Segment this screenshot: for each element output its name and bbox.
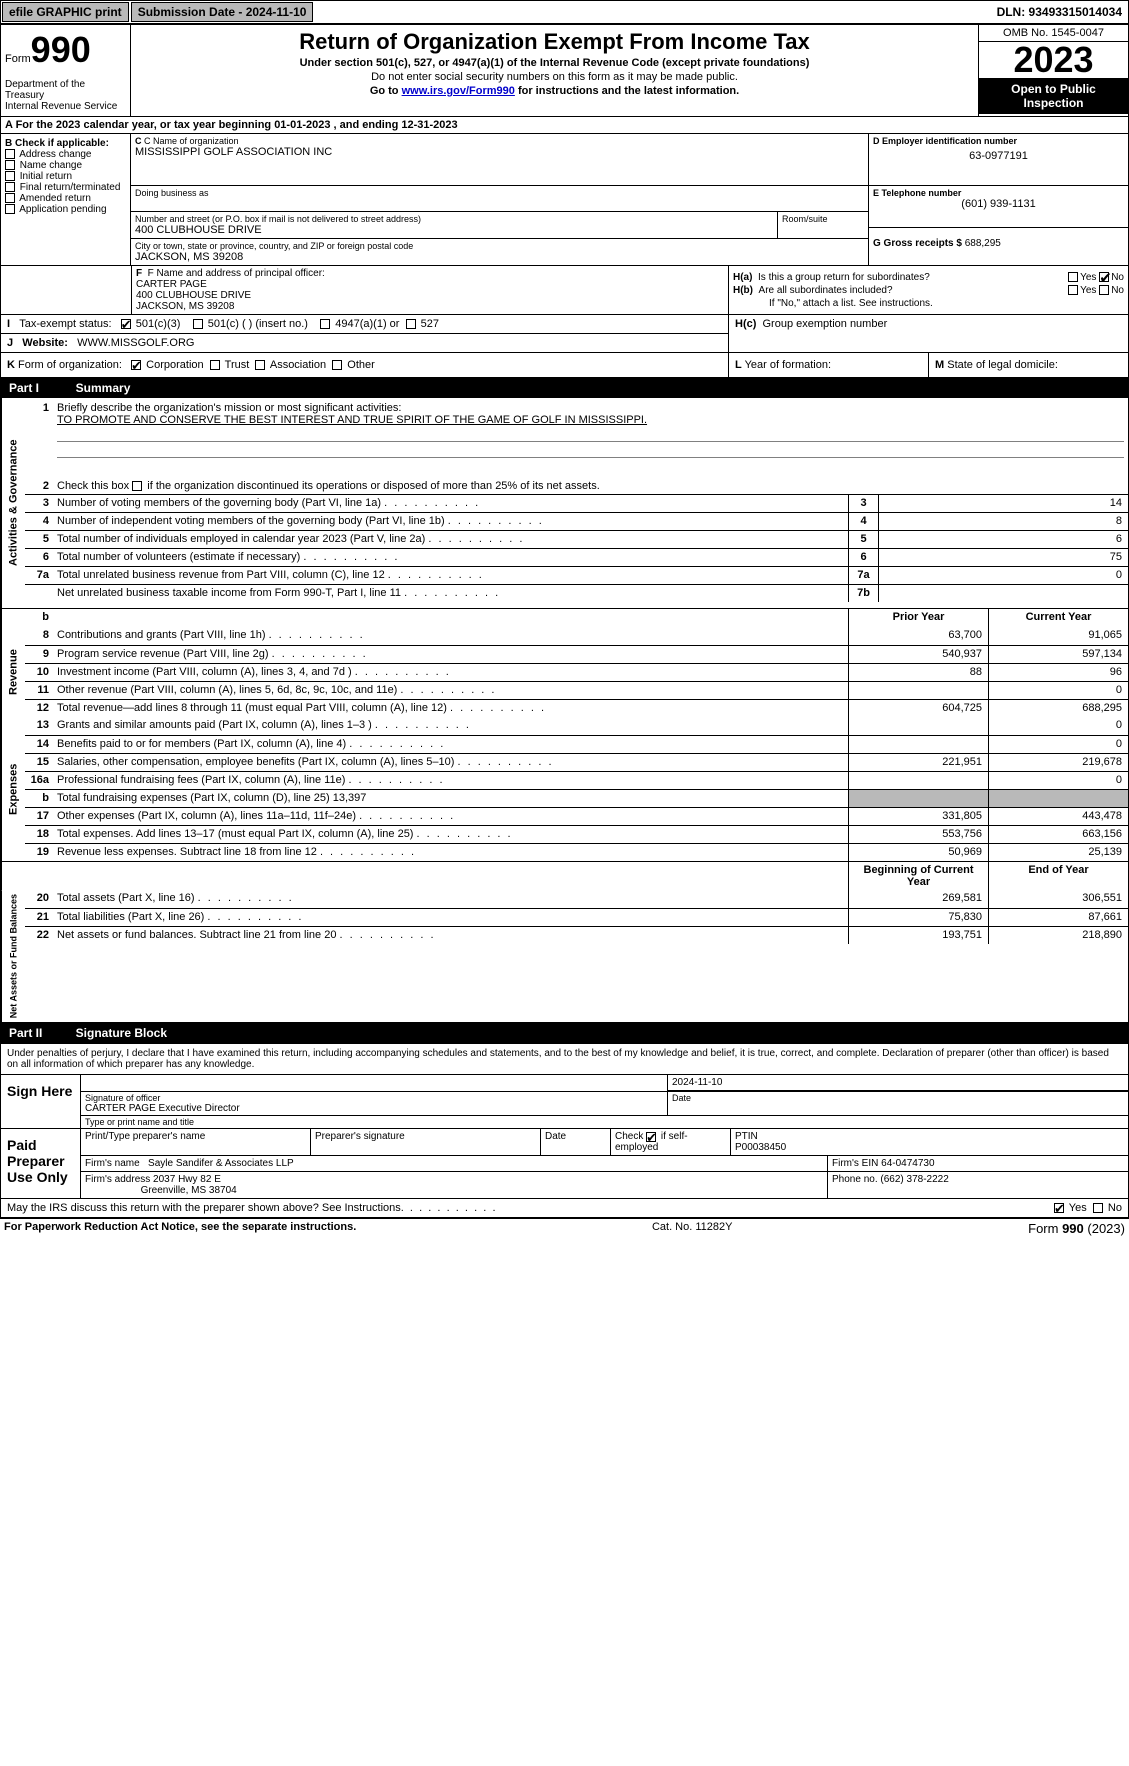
- section-b-item: Address change: [5, 149, 126, 160]
- summary-line-11: 11Other revenue (Part VIII, column (A), …: [25, 681, 1128, 699]
- discuss-yes-checkbox[interactable]: [1054, 1203, 1064, 1213]
- summary-line-5: 5Total number of individuals employed in…: [25, 530, 1128, 548]
- discuss-row: May the IRS discuss this return with the…: [1, 1198, 1128, 1217]
- form-id-block: Form990 Department of the Treasury Inter…: [1, 25, 131, 116]
- summary-line-4: 4Number of independent voting members of…: [25, 512, 1128, 530]
- end-year-header: End of Year: [988, 862, 1128, 890]
- section-m: M State of legal domicile:: [928, 353, 1128, 377]
- gross-receipts: 688,295: [965, 238, 1001, 249]
- declaration-text: Under penalties of perjury, I declare th…: [1, 1044, 1128, 1074]
- summary-line-20: 20Total assets (Part X, line 16) 269,581…: [25, 890, 1128, 908]
- summary-line-7a: 7aTotal unrelated business revenue from …: [25, 566, 1128, 584]
- dln-label: DLN: 93493315014034: [991, 5, 1128, 19]
- summary-line-16a: 16aProfessional fundraising fees (Part I…: [25, 771, 1128, 789]
- summary-line-12: 12Total revenue—add lines 8 through 11 (…: [25, 699, 1128, 717]
- ha-yes-checkbox[interactable]: [1068, 272, 1078, 282]
- section-j: J Website: WWW.MISSGOLF.ORG: [1, 334, 728, 352]
- firm-ein: 64-0474730: [881, 1158, 934, 1169]
- hb-no-checkbox[interactable]: [1099, 285, 1109, 295]
- form-title-block: Return of Organization Exempt From Incom…: [131, 25, 978, 116]
- current-year-header: Current Year: [988, 609, 1128, 627]
- section-b-item: Name change: [5, 160, 126, 171]
- irs-link[interactable]: www.irs.gov/Form990: [402, 85, 515, 97]
- discontinued-checkbox[interactable]: [132, 481, 142, 491]
- ptin-value: P00038450: [735, 1142, 786, 1153]
- corp-checkbox[interactable]: [131, 360, 141, 370]
- street-address: 400 CLUBHOUSE DRIVE: [135, 224, 773, 236]
- vlabel-governance: Activities & Governance: [1, 398, 25, 608]
- summary-line-21: 21Total liabilities (Part X, line 26) 75…: [25, 908, 1128, 926]
- section-i: I Tax-exempt status: 501(c)(3) 501(c) ( …: [1, 315, 728, 334]
- summary-line-b: bTotal fundraising expenses (Part IX, co…: [25, 789, 1128, 807]
- self-employed-checkbox[interactable]: [646, 1132, 656, 1142]
- ha-no-checkbox[interactable]: [1099, 272, 1109, 282]
- section-b: B Check if applicable: Address change Na…: [1, 134, 131, 265]
- section-b-item: Final return/terminated: [5, 182, 126, 193]
- section-a-tax-year: A For the 2023 calendar year, or tax yea…: [0, 116, 1129, 134]
- summary-line-8: 8Contributions and grants (Part VIII, li…: [25, 627, 1128, 645]
- sign-here-label: Sign Here: [1, 1075, 81, 1128]
- dept-label: Department of the Treasury Internal Reve…: [5, 79, 126, 112]
- discuss-no-checkbox[interactable]: [1093, 1203, 1103, 1213]
- summary-line-10: 10Investment income (Part VIII, column (…: [25, 663, 1128, 681]
- section-b-item: Amended return: [5, 193, 126, 204]
- officer-name: CARTER PAGE Executive Director: [85, 1103, 663, 1114]
- summary-line-7b: Net unrelated business taxable income fr…: [25, 584, 1128, 602]
- begin-year-header: Beginning of Current Year: [848, 862, 988, 890]
- submission-date-button[interactable]: Submission Date - 2024-11-10: [131, 2, 314, 22]
- 4947-checkbox[interactable]: [320, 319, 330, 329]
- section-b-item: Initial return: [5, 171, 126, 182]
- prior-year-header: Prior Year: [848, 609, 988, 627]
- part-i-header: Part I Summary: [0, 378, 1129, 398]
- top-bar: efile GRAPHIC print Submission Date - 20…: [0, 0, 1129, 24]
- vlabel-expenses: Expenses: [1, 717, 25, 861]
- mission-text: TO PROMOTE AND CONSERVE THE BEST INTERES…: [57, 414, 647, 426]
- assoc-checkbox[interactable]: [255, 360, 265, 370]
- firm-name: Sayle Sandifer & Associates LLP: [148, 1158, 294, 1169]
- section-f: F F Name and address of principal office…: [131, 266, 728, 314]
- section-k: K Form of organization: Corporation Trus…: [1, 353, 728, 377]
- 527-checkbox[interactable]: [406, 319, 416, 329]
- summary-line-17: 17Other expenses (Part IX, column (A), l…: [25, 807, 1128, 825]
- ein: 63-0977191: [873, 150, 1124, 162]
- section-l: L Year of formation:: [728, 353, 928, 377]
- hb-yes-checkbox[interactable]: [1068, 285, 1078, 295]
- summary-line-3: 3Number of voting members of the governi…: [25, 494, 1128, 512]
- efile-button[interactable]: efile GRAPHIC print: [2, 2, 129, 22]
- summary-line-13: 13Grants and similar amounts paid (Part …: [25, 717, 1128, 735]
- summary-line-6: 6Total number of volunteers (estimate if…: [25, 548, 1128, 566]
- paid-preparer-label: Paid Preparer Use Only: [1, 1129, 81, 1198]
- phone: (601) 939-1131: [873, 198, 1124, 210]
- summary-line-22: 22Net assets or fund balances. Subtract …: [25, 926, 1128, 944]
- sig-date: 2024-11-10: [668, 1075, 1128, 1091]
- vlabel-revenue: Revenue: [1, 627, 25, 717]
- summary-line-14: 14Benefits paid to or for members (Part …: [25, 735, 1128, 753]
- footer: For Paperwork Reduction Act Notice, see …: [0, 1218, 1129, 1238]
- summary-line-15: 15Salaries, other compensation, employee…: [25, 753, 1128, 771]
- summary-line-19: 19Revenue less expenses. Subtract line 1…: [25, 843, 1128, 861]
- firm-phone: (662) 378-2222: [880, 1174, 948, 1185]
- 501c3-checkbox[interactable]: [121, 319, 131, 329]
- other-checkbox[interactable]: [332, 360, 342, 370]
- vlabel-netassets: Net Assets or Fund Balances: [1, 890, 25, 1022]
- section-b-item: Application pending: [5, 204, 126, 215]
- summary-line-18: 18Total expenses. Add lines 13–17 (must …: [25, 825, 1128, 843]
- 501c-checkbox[interactable]: [193, 319, 203, 329]
- trust-checkbox[interactable]: [210, 360, 220, 370]
- section-h: H(a) Is this a group return for subordin…: [728, 266, 1128, 314]
- year-block: OMB No. 1545-0047 2023 Open to Public In…: [978, 25, 1128, 116]
- part-ii-header: Part II Signature Block: [0, 1023, 1129, 1043]
- section-hc: H(c) Group exemption number: [728, 315, 1128, 334]
- org-name: MISSISSIPPI GOLF ASSOCIATION INC: [135, 146, 864, 158]
- city-state-zip: JACKSON, MS 39208: [135, 251, 864, 263]
- summary-line-9: 9Program service revenue (Part VIII, lin…: [25, 645, 1128, 663]
